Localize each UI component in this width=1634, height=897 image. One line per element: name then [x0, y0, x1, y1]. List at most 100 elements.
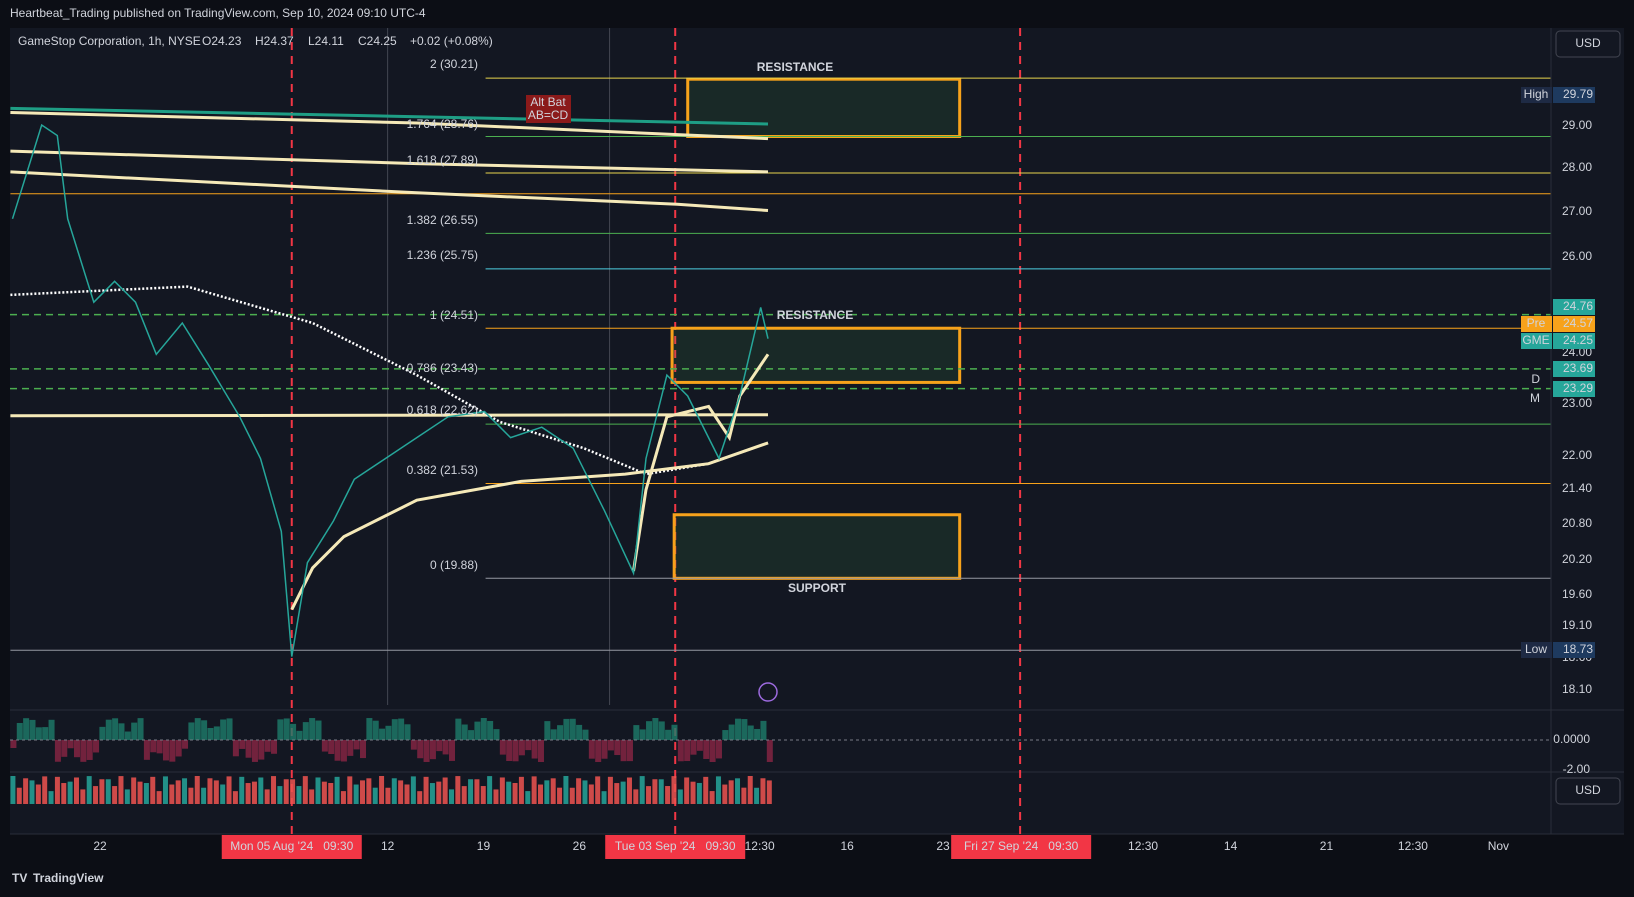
time-badge [605, 835, 746, 859]
volume-bar [283, 779, 289, 804]
volume-bar [264, 789, 270, 804]
oscillator-bar [468, 730, 475, 740]
oscillator-bar [461, 724, 468, 740]
badge-value: 18.73 [1563, 642, 1593, 656]
currency-button[interactable] [1555, 30, 1621, 58]
volume-bar [334, 776, 340, 804]
volume-bar [658, 779, 664, 804]
price-tick: 19.10 [1562, 618, 1592, 632]
oscillator-bar [544, 721, 551, 740]
oscillator-bar [754, 728, 761, 740]
volume-bar [16, 787, 22, 804]
drawings [10, 28, 1551, 834]
ohlc-open: O24.23 [202, 34, 242, 48]
volume-bar [715, 776, 721, 804]
volume-bar [499, 777, 505, 804]
oscillator-bar [124, 731, 131, 740]
oscillator-bar [232, 740, 239, 757]
volume-bar [99, 779, 105, 804]
oscillator-bar [658, 721, 665, 740]
time-tick: 16 [840, 839, 854, 853]
oscillator-bar [722, 730, 729, 740]
volume-bar [633, 789, 639, 804]
oscillator-bar [264, 740, 271, 752]
volume-bar [366, 778, 372, 804]
volume-bar [48, 791, 54, 804]
volume-bar [626, 777, 632, 804]
currency[interactable]: USD [1575, 36, 1601, 50]
fib-label: 1.764 (28.76) [407, 117, 478, 131]
volume-bar [321, 781, 327, 804]
oscillator-bar [582, 729, 589, 740]
volume-bar [684, 777, 690, 804]
oscillator-bar [474, 721, 481, 740]
volume-bar [741, 787, 747, 804]
oscillator-bar [410, 740, 417, 750]
oscillator-bar [182, 740, 189, 749]
time-tick: 19 [477, 839, 491, 853]
oscillator-bar [760, 720, 767, 740]
volume-bar [455, 776, 461, 804]
price-badge [1553, 361, 1595, 377]
oscillator-bar [23, 718, 30, 740]
oscillator-bar [696, 740, 703, 751]
volume-bar [93, 786, 99, 804]
volume-bar [639, 776, 645, 804]
oscillator-bar [652, 718, 659, 740]
volume-bar [372, 787, 378, 804]
volume-bar [175, 780, 181, 804]
oscillator-bar [436, 740, 443, 752]
oscillator-bar [626, 740, 633, 762]
price-tick: 29.00 [1562, 118, 1592, 132]
volume-bar [315, 777, 321, 804]
volume-bar [506, 781, 512, 804]
oscillator-bar [639, 729, 646, 740]
badge-value: 23.69 [1563, 361, 1593, 375]
ohlc-close: C24.25 [358, 34, 397, 48]
volume-bar [10, 776, 16, 804]
oscillator-bar [118, 723, 125, 740]
oscillator-bar [213, 726, 220, 740]
oscillator-bar [162, 740, 169, 761]
assistant-icon[interactable] [758, 682, 778, 702]
volume-bar [487, 776, 493, 804]
volume-currency[interactable]: USD [1575, 783, 1601, 797]
volume-bar [690, 781, 696, 804]
oscillator-bar [10, 740, 17, 748]
currency-button[interactable] [1555, 777, 1621, 805]
price-tick: 28.00 [1562, 160, 1592, 174]
oscillator-bar [16, 722, 23, 740]
moving-average [10, 111, 769, 141]
time-tick: Tue 03 Sep '24 09:30 [615, 839, 736, 853]
oscillator-bar [328, 740, 335, 754]
oscillator-tick: 0.0000 [1553, 732, 1590, 746]
volume-bar [614, 783, 620, 804]
volume-bar [493, 789, 499, 804]
oscillator-bar [112, 718, 119, 740]
volume-bar [671, 776, 677, 804]
volume-bar [271, 776, 277, 804]
time-tick: 22 [93, 839, 107, 853]
price-badge [1553, 87, 1595, 103]
oscillator-bar [512, 740, 519, 762]
oscillator-bar [499, 740, 506, 755]
volume-bar [518, 776, 524, 804]
volume-bar [557, 787, 563, 804]
oscillator-bar [423, 740, 430, 762]
vwap [290, 441, 769, 611]
volume-bar [703, 776, 709, 804]
volume-bar [353, 784, 359, 804]
oscillator-bar [35, 727, 42, 740]
time-badge [221, 835, 362, 859]
oscillator-bar [251, 740, 258, 762]
oscillator-bar [80, 740, 87, 762]
time-tick: 12:30 [1398, 839, 1428, 853]
oscillator-bar [480, 718, 487, 740]
price-tick: 22.00 [1562, 448, 1592, 462]
volume-bar [360, 780, 366, 804]
fib-label: 1.618 (27.89) [407, 153, 478, 167]
oscillator-bar [703, 740, 710, 759]
oscillator-bar [735, 718, 742, 740]
volume-bar [404, 784, 410, 804]
